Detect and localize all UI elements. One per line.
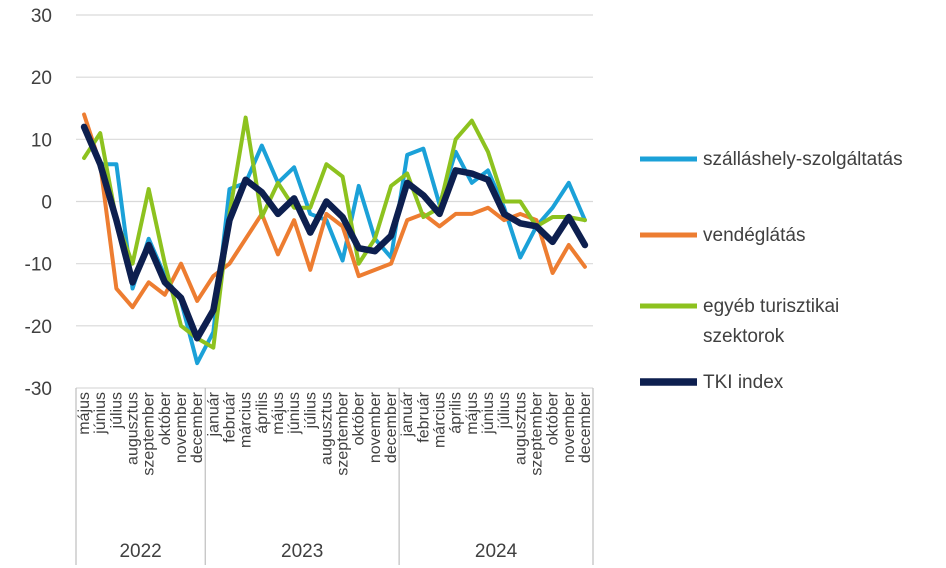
legend-label: szálláshely-szolgáltatás [703,149,903,170]
x-tick-label: december [189,391,206,463]
y-tick-label: -20 [25,317,52,338]
x-tick-label: szeptember [141,391,158,475]
series-line-4 [80,123,589,342]
year-label: 2024 [475,541,518,562]
x-tick-label: október [157,391,174,445]
x-tick-label: augusztus [512,392,529,465]
y-tick-label: -30 [25,379,52,400]
legend-label: TKI index [703,372,784,393]
y-tick-label: 20 [31,68,52,89]
y-tick-label: 30 [31,6,52,27]
y-tick-label: 0 [41,193,52,214]
x-tick-label: január [205,391,222,437]
y-tick-label: 10 [31,130,52,151]
x-tick-label: november [561,391,578,463]
series-line-2 [82,112,587,310]
x-tick-label: április [254,392,271,434]
year-label: 2023 [281,541,323,562]
x-tick-label: december [383,391,400,463]
x-tick-label: január [399,391,416,437]
series-line-3 [82,115,587,350]
x-tick-label: szeptember [335,391,352,475]
x-tick-label: december [577,391,594,463]
year-label: 2022 [119,541,161,562]
series-lines [80,112,589,366]
legend-label: egyéb turisztikai szektorok [703,296,839,347]
x-tick-label: február [415,391,432,442]
x-tick-label: május [270,392,287,435]
legend: szálláshely-szolgáltatás vendéglátás egyéb… [640,149,903,393]
legend-label: vendéglátás [703,225,805,246]
x-tick-label: július [108,392,125,429]
x-tick-label: június [92,392,109,435]
x-tick-label: augusztus [125,392,142,465]
gridlines [76,14,593,389]
x-tick-label: november [367,391,384,463]
x-tick-label: április [448,392,465,434]
y-axis-tick-labels: 30 20 10 0 -10 -20 -30 [25,6,52,400]
x-tick-label: május [464,392,481,435]
x-tick-label: november [173,391,190,463]
x-tick-label: március [238,392,255,448]
x-axis: május június július augusztus szeptember októ… [75,388,594,565]
x-tick-label: március [432,392,449,448]
x-tick-label: szeptember [528,391,545,475]
y-tick-label: -10 [25,255,52,276]
x-tick-label: február [221,391,238,442]
x-tick-label: május [76,392,93,435]
x-tick-label: június [480,392,497,435]
x-tick-label: október [351,391,368,445]
x-tick-label: július [302,392,319,429]
x-tick-label: október [545,391,562,445]
x-tick-label: június [286,392,303,435]
x-tick-label: augusztus [318,392,335,465]
x-tick-label: július [496,392,513,429]
